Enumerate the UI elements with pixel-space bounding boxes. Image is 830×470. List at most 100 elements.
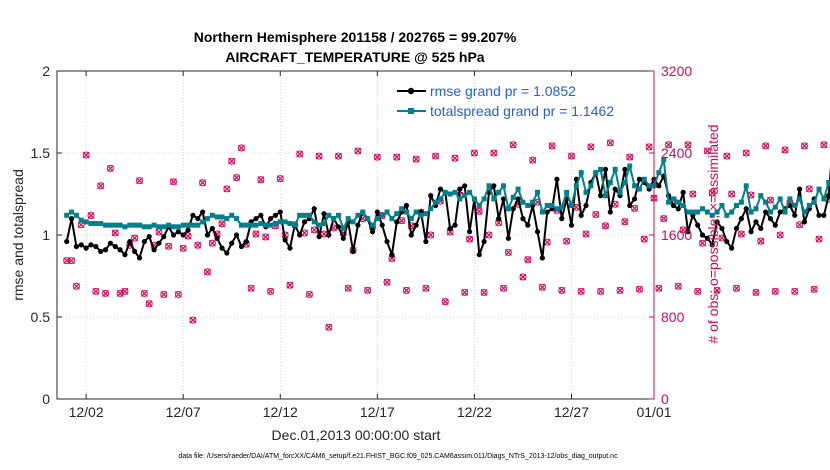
obs-assimilated-point	[262, 233, 270, 241]
obs-assimilated-point	[184, 232, 192, 240]
obs-assimilated-point	[679, 226, 687, 234]
obs-assimilated-point	[752, 288, 760, 296]
obs-assimilated-point	[728, 190, 736, 198]
obs-possible-point	[820, 141, 828, 149]
totalspread-point	[214, 214, 220, 220]
totalspread-point	[408, 216, 414, 222]
obs-assimilated-point	[315, 152, 323, 160]
rmse-point	[758, 225, 764, 232]
obs-possible-point	[169, 178, 177, 186]
obs-possible-point	[519, 273, 527, 281]
totalspread-point	[734, 202, 740, 208]
totalspread-point	[98, 221, 104, 227]
totalspread-point	[224, 216, 230, 222]
obs-assimilated-point	[674, 282, 682, 290]
obs-assimilated-point	[504, 249, 512, 256]
rmse-point	[481, 238, 487, 245]
obs-possible-point	[538, 283, 546, 291]
rmse-point	[214, 235, 220, 241]
obs-possible-point	[393, 153, 401, 161]
totalspread-point	[510, 194, 516, 200]
rmse-point	[413, 222, 419, 228]
totalspread-point	[777, 196, 783, 202]
obs-possible-point	[723, 152, 731, 160]
totalspread-point	[355, 212, 361, 218]
obs-assimilated-point	[597, 287, 605, 295]
totalspread-point	[656, 170, 662, 176]
rmse-point	[685, 229, 691, 235]
rmse-point	[554, 176, 560, 182]
obs-assimilated-point	[606, 139, 614, 147]
obs-possible-point	[728, 190, 736, 198]
obs-assimilated-point	[558, 286, 566, 294]
obs-possible-point	[451, 154, 459, 162]
obs-assimilated-point	[228, 157, 236, 165]
obs-assimilated-point	[708, 189, 716, 197]
rmse-point	[403, 202, 410, 209]
rmse-point	[656, 183, 662, 189]
legend-totalspread-marker	[408, 108, 414, 114]
obs-assimilated-point	[72, 282, 80, 290]
x-tick-label: 12/22	[457, 404, 492, 420]
obs-possible-point	[121, 287, 129, 295]
y-right-tick-label: 2400	[661, 145, 692, 161]
obs-possible-point	[111, 229, 119, 237]
rmse-point	[559, 216, 565, 222]
obs-assimilated-point	[475, 208, 483, 215]
totalspread-point	[578, 170, 584, 176]
rmse-point	[520, 216, 526, 222]
obs-possible-point	[223, 185, 231, 193]
obs-assimilated-point	[626, 153, 634, 161]
totalspread-point	[748, 209, 754, 215]
totalspread-point	[93, 221, 99, 227]
rmse-point	[272, 212, 279, 218]
obs-possible-point	[461, 288, 469, 296]
totalspread-point	[501, 183, 507, 189]
y-left-tick-label: 0	[42, 391, 50, 407]
totalspread-point	[505, 206, 511, 212]
obs-possible-point	[63, 257, 71, 265]
rmse-point	[408, 232, 414, 238]
obs-assimilated-point	[68, 257, 75, 265]
obs-possible-point	[179, 244, 187, 252]
obs-assimilated-point	[204, 268, 211, 276]
totalspread-point	[457, 196, 463, 202]
rmse-point	[505, 235, 511, 241]
totalspread-point	[564, 189, 570, 195]
obs-possible-point	[432, 152, 440, 160]
totalspread-point	[763, 199, 769, 205]
obs-possible-point	[713, 286, 721, 294]
rmse-point	[753, 219, 759, 225]
obs-possible-point	[771, 287, 779, 295]
totalspread-point	[471, 196, 477, 202]
obs-possible-point	[800, 142, 808, 150]
rmse-point	[267, 216, 274, 222]
totalspread-point	[695, 209, 701, 215]
totalspread-point	[641, 176, 647, 182]
totalspread-point	[282, 219, 288, 225]
rmse-point	[316, 234, 322, 240]
rmse-point	[321, 211, 327, 217]
rmse-point	[714, 219, 720, 225]
rmse-point	[777, 209, 783, 215]
totalspread-point	[588, 183, 594, 189]
legend-rmse-marker	[407, 87, 415, 95]
totalspread-point	[137, 222, 143, 228]
rmse-point	[243, 238, 249, 245]
rmse-point	[724, 238, 730, 245]
totalspread-point	[156, 224, 162, 230]
obs-assimilated-point	[655, 284, 663, 292]
rmse-point	[297, 232, 303, 238]
rmse-point	[136, 255, 143, 261]
totalspread-point	[78, 217, 84, 223]
obs-assimilated-point	[383, 278, 391, 286]
totalspread-point	[661, 157, 667, 163]
obs-assimilated-point	[815, 235, 823, 243]
totalspread-point	[515, 186, 521, 192]
obs-possible-point	[558, 286, 566, 294]
obs-assimilated-point	[354, 147, 362, 155]
totalspread-point	[428, 206, 434, 212]
rmse-point	[141, 238, 147, 245]
totalspread-point	[758, 193, 764, 199]
obs-possible-point	[305, 290, 313, 298]
